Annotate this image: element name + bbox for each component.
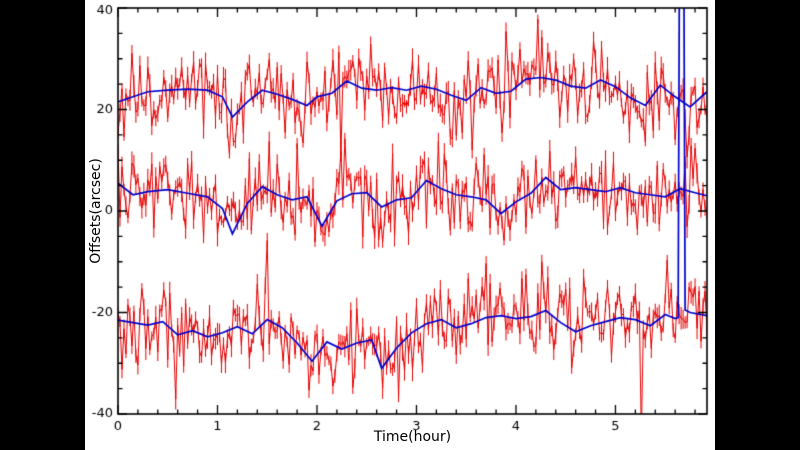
y-axis-title: Offsets(arcsec): [88, 158, 104, 264]
figure: Time(hour) Offsets(arcsec): [85, 0, 715, 450]
x-axis-title: Time(hour): [373, 429, 452, 445]
chart-canvas: [85, 0, 715, 450]
